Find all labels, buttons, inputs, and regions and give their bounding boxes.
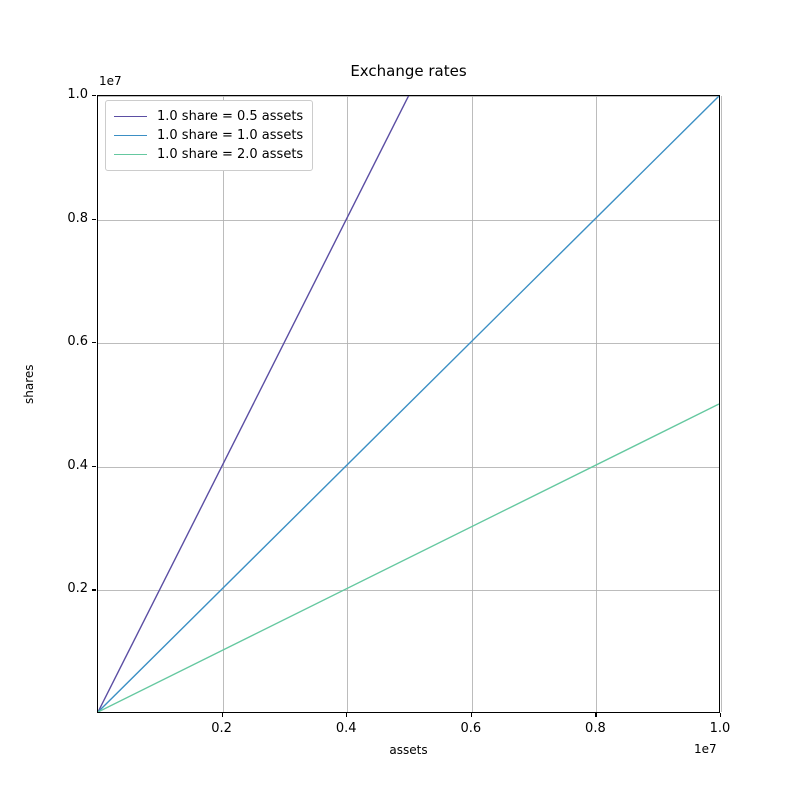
- legend-color-swatch: [114, 135, 147, 136]
- x-tick-label: 0.8: [585, 721, 606, 736]
- legend-color-swatch: [114, 116, 147, 117]
- y-tick-label: 0.6: [67, 334, 88, 350]
- legend-color-swatch: [114, 154, 147, 155]
- gridline-horizontal: [98, 466, 719, 468]
- x-tick-label: 0.6: [460, 721, 482, 736]
- y-tick-mark: [92, 95, 96, 97]
- x-tick-label: 0.4: [335, 721, 357, 736]
- y-tick-mark: [92, 218, 96, 220]
- gridline-vertical: [721, 96, 722, 712]
- x-tick-mark: [470, 713, 472, 717]
- y-tick-mark: [92, 465, 96, 467]
- y-tick-label: 0.2: [67, 581, 88, 597]
- y-axis-offset-label: 1e7: [99, 74, 122, 88]
- legend-item[interactable]: 1.0 share = 2.0 assets: [114, 145, 303, 164]
- legend-label: 1.0 share = 0.5 assets: [157, 109, 304, 124]
- y-tick-label: 1.0: [67, 87, 88, 102]
- x-tick-mark: [595, 713, 597, 717]
- legend-item[interactable]: 1.0 share = 1.0 assets: [114, 126, 303, 145]
- x-tick-mark: [221, 713, 223, 717]
- x-axis-label: assets: [389, 743, 428, 757]
- legend-item[interactable]: 1.0 share = 0.5 assets: [114, 107, 303, 126]
- legend-label: 1.0 share = 2.0 assets: [157, 147, 304, 162]
- series-line-0: [98, 96, 410, 712]
- x-tick-mark: [720, 713, 722, 717]
- x-axis-offset-label: 1e7: [694, 742, 717, 756]
- plot-lines: [98, 96, 719, 712]
- legend-label: 1.0 share = 1.0 assets: [157, 128, 304, 143]
- x-tick-label: 0.2: [211, 721, 232, 736]
- series-line-2: [98, 403, 719, 712]
- gridline-vertical: [596, 96, 598, 712]
- y-tick-mark: [92, 589, 96, 591]
- gridline-horizontal: [98, 343, 719, 345]
- x-tick-label: 1.0: [709, 721, 731, 736]
- chart-legend: 1.0 share = 0.5 assets 1.0 share = 1.0 as…: [105, 100, 314, 171]
- gridline-vertical: [347, 96, 349, 712]
- y-tick-label: 0.4: [67, 457, 88, 473]
- gridline-horizontal: [98, 219, 719, 221]
- plot-area: [97, 95, 722, 713]
- x-tick-mark: [346, 713, 348, 717]
- series-line-1: [98, 96, 719, 712]
- chart-title: Exchange rates: [350, 62, 467, 80]
- gridline-horizontal: [98, 590, 719, 592]
- y-tick-label: 0.8: [67, 210, 88, 226]
- gridline-vertical: [471, 96, 473, 712]
- y-tick-mark: [92, 342, 96, 344]
- gridline-vertical: [222, 96, 224, 712]
- y-axis-label: shares: [22, 364, 36, 404]
